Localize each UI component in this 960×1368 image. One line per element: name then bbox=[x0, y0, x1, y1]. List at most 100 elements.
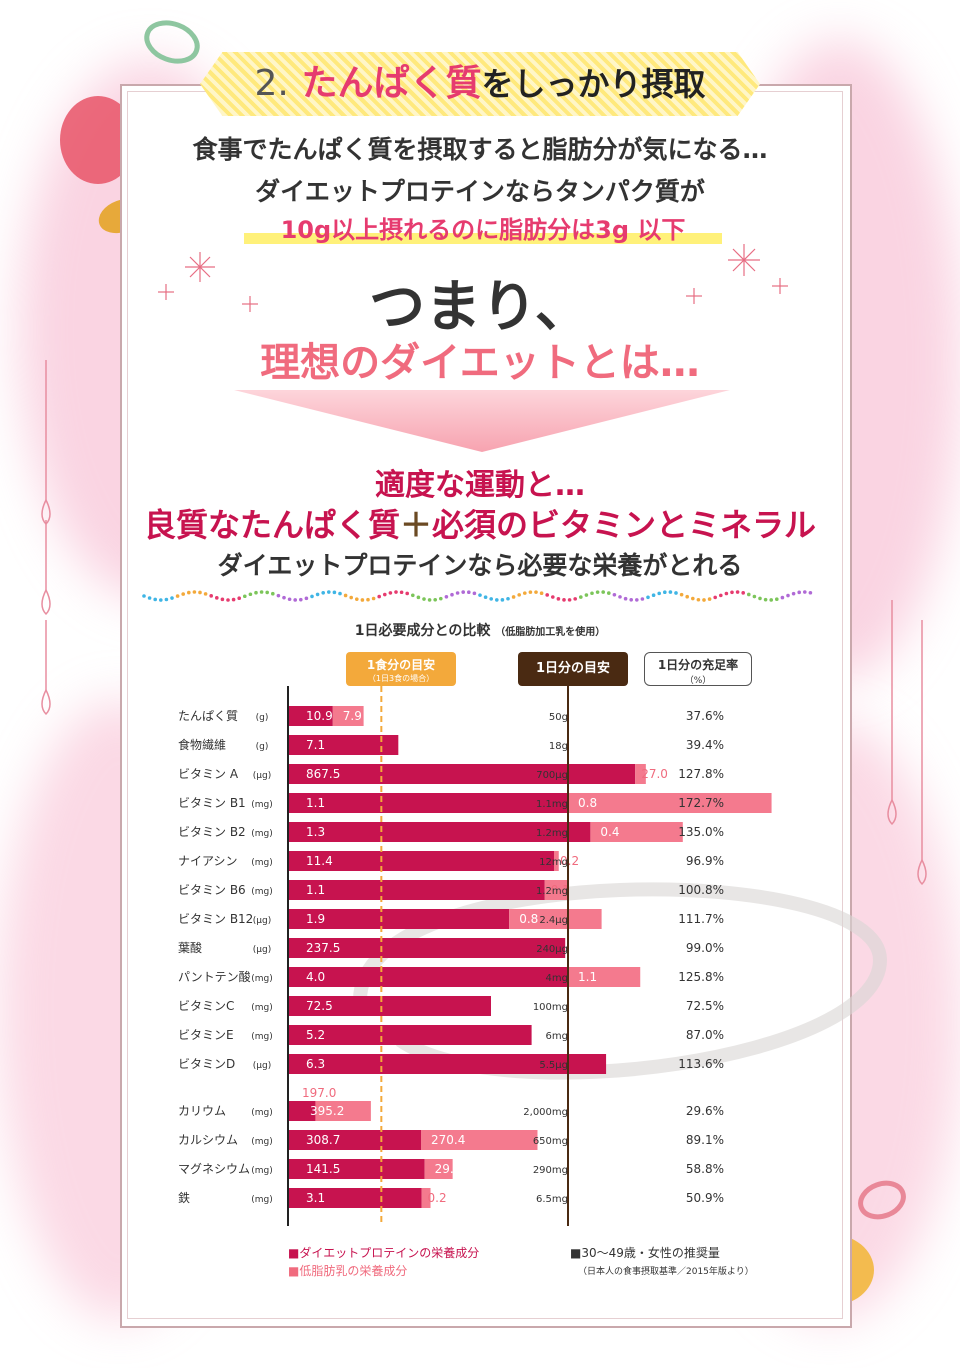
garland-dot bbox=[735, 590, 740, 594]
protein-value: 237.5 bbox=[306, 941, 340, 955]
garland-dot bbox=[685, 594, 689, 599]
sparkle-icon bbox=[772, 278, 788, 294]
protein-value: 1.1 bbox=[306, 883, 325, 897]
garland-dot bbox=[523, 591, 527, 595]
protein-value: 6.3 bbox=[306, 1057, 325, 1071]
garland-dot bbox=[394, 590, 398, 594]
milk-value: 7.9 bbox=[343, 709, 362, 723]
milk-bar bbox=[590, 822, 683, 842]
required-amount: 290mg bbox=[533, 1165, 568, 1176]
garland-dot bbox=[399, 590, 404, 595]
garland-dot bbox=[696, 597, 701, 602]
fulfillment-rate-label: 1日分の充足率 bbox=[657, 658, 739, 672]
milk-bar bbox=[509, 909, 602, 929]
nutrient-unit: (mg) bbox=[251, 1003, 273, 1013]
garland-dot bbox=[752, 594, 757, 599]
nutrient-label: ビタミン B6 bbox=[178, 883, 246, 897]
garland-dot bbox=[315, 592, 320, 597]
nutrient-label: カルシウム bbox=[178, 1133, 238, 1147]
garland-dot bbox=[579, 595, 583, 599]
sparkle-icon bbox=[242, 296, 258, 312]
protein-value: 1.3 bbox=[306, 825, 325, 839]
garland-dot bbox=[388, 591, 393, 595]
garland-dot bbox=[259, 590, 264, 594]
fulfillment-rate: 127.8% bbox=[678, 767, 724, 781]
protein-value: 3.1 bbox=[306, 1191, 325, 1205]
garland-dot bbox=[192, 590, 197, 594]
garland-dot bbox=[226, 598, 230, 602]
green-bean-icon bbox=[144, 20, 200, 64]
pitch-line-2: 良質なたんぱく質＋必須のビタミンとミネラル bbox=[100, 500, 860, 546]
garland-dot bbox=[551, 595, 555, 599]
protein-bar bbox=[288, 967, 568, 987]
pitch-line-1: 適度な運動と… bbox=[375, 468, 585, 503]
garland-dot bbox=[612, 593, 617, 597]
garland-dot bbox=[629, 598, 633, 602]
garland-dot bbox=[237, 596, 241, 601]
garland-dot bbox=[719, 593, 723, 598]
legend-source: （日本人の食事摂取基準／2015年版より） bbox=[578, 1267, 754, 1277]
garland-dot bbox=[730, 590, 734, 595]
milk-bar bbox=[544, 880, 568, 900]
garland-dot bbox=[405, 591, 410, 596]
fulfillment-rate: 58.8% bbox=[686, 1162, 724, 1176]
garland-dot bbox=[147, 596, 152, 600]
protein-bar bbox=[288, 996, 491, 1016]
nutrient-unit: (mg) bbox=[251, 887, 273, 897]
milk-value: 270.4 bbox=[431, 1133, 465, 1147]
garland-dot bbox=[299, 597, 303, 602]
garland-dot bbox=[500, 598, 505, 602]
nutrient-unit: (mg) bbox=[251, 974, 273, 984]
milk-value: 27.0 bbox=[641, 767, 668, 781]
fulfillment-rate: 111.7% bbox=[678, 912, 724, 926]
garland-dot bbox=[623, 596, 628, 601]
garland-dot bbox=[635, 598, 639, 602]
lead-line-2: ダイエットプロテインならタンパク質が bbox=[255, 177, 705, 206]
garland-dot bbox=[254, 590, 258, 595]
garland-dot bbox=[203, 592, 208, 596]
garland-dot bbox=[187, 590, 191, 595]
fulfillment-rate: 172.7% bbox=[678, 796, 724, 810]
nutrient-unit: (μg) bbox=[253, 945, 271, 955]
protein-value: 141.5 bbox=[306, 1162, 340, 1176]
milk-value: 0.1 bbox=[551, 883, 570, 897]
garland-dot bbox=[489, 597, 494, 601]
garland-dot bbox=[646, 595, 650, 600]
garland-dot bbox=[467, 590, 471, 594]
fulfillment-rate: 72.5% bbox=[686, 999, 724, 1013]
garland-dot bbox=[159, 598, 163, 602]
fulfillment-rate-header: 1日分の充足率 （%） bbox=[644, 652, 752, 686]
garland-dot bbox=[293, 598, 297, 602]
protein-value: 1.1 bbox=[306, 796, 325, 810]
required-amount: 240μg bbox=[536, 944, 568, 955]
fulfillment-rate: 50.9% bbox=[686, 1191, 724, 1205]
garland-dot bbox=[310, 594, 314, 599]
garland-dot bbox=[483, 595, 488, 599]
protein-bar bbox=[288, 1101, 316, 1121]
milk-bar bbox=[424, 1159, 453, 1179]
garland-dot bbox=[231, 597, 236, 602]
section-title-highlight: たんぱく質 bbox=[301, 63, 482, 104]
nutrient-unit: (mg) bbox=[251, 1137, 273, 1147]
nutrient-label: ビタミン B12 bbox=[178, 912, 253, 926]
nutrient-label: ビタミン A bbox=[178, 767, 239, 781]
milk-bar bbox=[568, 793, 772, 813]
garland-dot bbox=[758, 596, 762, 601]
protein-value: 10.9 bbox=[306, 709, 333, 723]
legend-standard: ■30～49歳・女性の推奨量 bbox=[570, 1246, 720, 1260]
milk-bar bbox=[635, 764, 646, 784]
milk-value: 0.8 bbox=[578, 796, 597, 810]
garland-dot bbox=[478, 593, 482, 597]
nutrient-label: ナイアシン bbox=[178, 854, 238, 868]
nutrient-unit: (mg) bbox=[251, 1108, 273, 1118]
protein-value: 5.2 bbox=[306, 1028, 325, 1042]
pitch-line-2-part-b: 必須のビタミンとミネラル bbox=[432, 506, 817, 544]
fulfillment-rate: 99.0% bbox=[686, 941, 724, 955]
garland-dot bbox=[416, 595, 421, 600]
garland-dot bbox=[567, 598, 572, 602]
required-amount: 1.1mg bbox=[536, 799, 568, 810]
garland-dot bbox=[506, 596, 510, 601]
milk-bar bbox=[332, 706, 364, 726]
garland-dot bbox=[601, 590, 605, 594]
